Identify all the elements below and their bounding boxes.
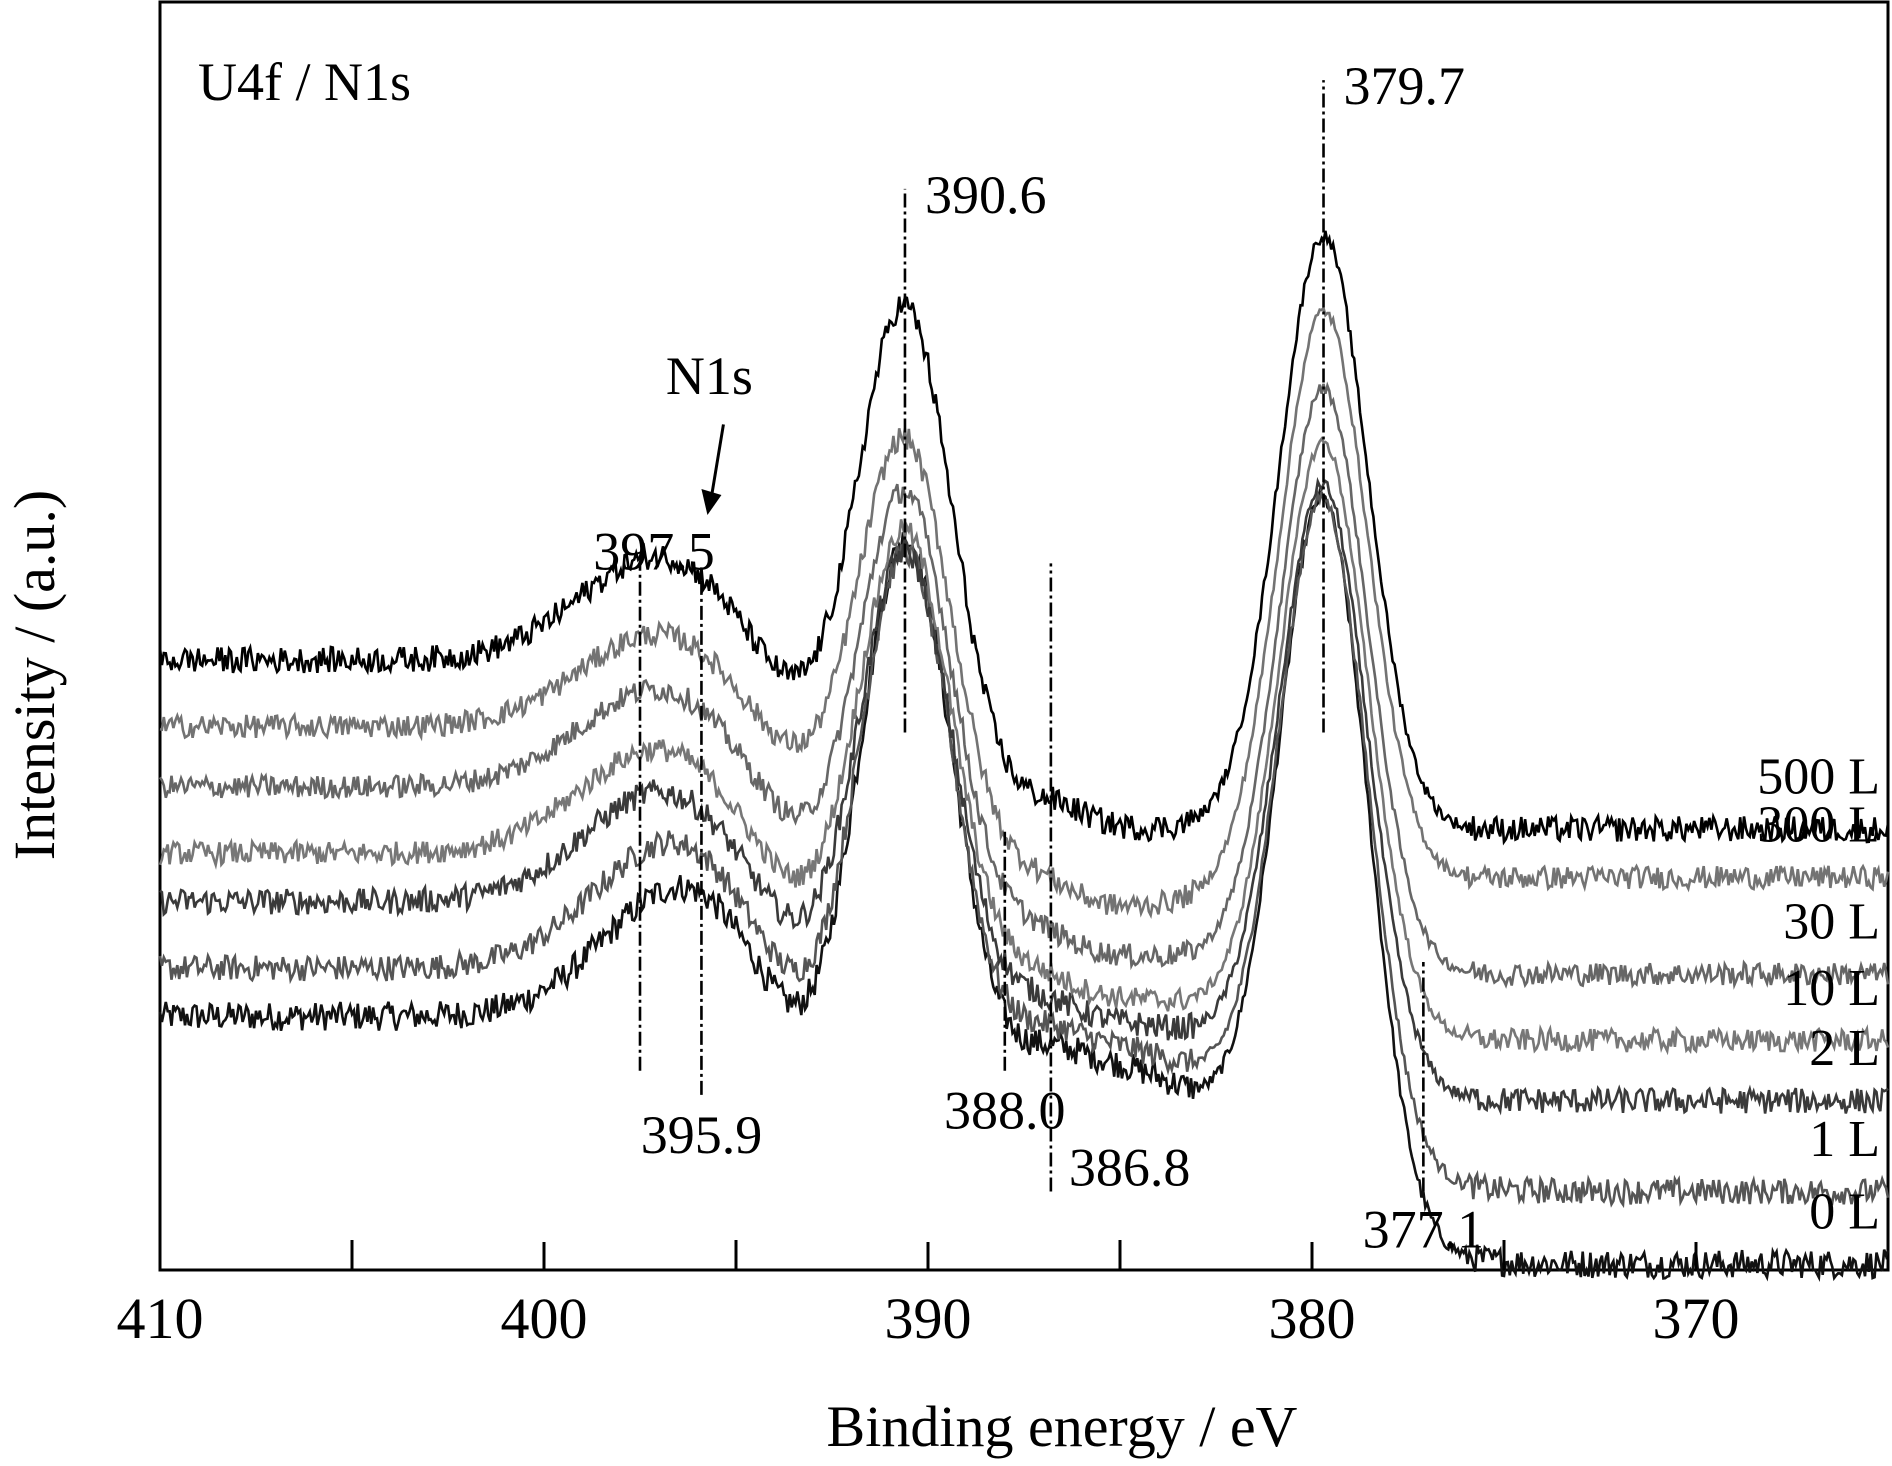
x-tick-label: 380 xyxy=(1269,1286,1356,1351)
curve-label: 10 L xyxy=(1783,960,1880,1017)
spectrum-line xyxy=(158,487,1890,1282)
curve-label: 500 L xyxy=(1757,748,1880,805)
peak-marker-label: 379.7 xyxy=(1344,56,1466,116)
plot-area xyxy=(158,0,1890,1272)
x-tick-label: 400 xyxy=(501,1286,588,1351)
y-axis-label: Intensity / (a.u.) xyxy=(2,490,67,860)
curve-label: 1 L xyxy=(1809,1111,1880,1168)
peak-marker-label: 388.0 xyxy=(944,1081,1066,1141)
curve-label: 300 L xyxy=(1757,797,1880,854)
curve-label: 0 L xyxy=(1809,1183,1880,1240)
n1s-arrow-head xyxy=(701,489,722,516)
spectrum-line xyxy=(158,381,1890,990)
x-ticks-group: 410 400 390 380 370 xyxy=(117,1240,1740,1351)
curve-label: 30 L xyxy=(1783,893,1880,950)
chart-title: U4f / N1s xyxy=(198,52,411,112)
spectrum-line xyxy=(159,476,1889,1116)
spectrum-line xyxy=(158,230,1890,846)
peak-marker-label: 397.5 xyxy=(593,521,715,581)
spectrum-line xyxy=(159,305,1890,919)
peak-marker-label: 395.9 xyxy=(641,1105,763,1165)
n1s-arrow-shaft xyxy=(709,424,725,498)
x-tick-label: 370 xyxy=(1653,1286,1740,1351)
peak-marker-label: 386.8 xyxy=(1069,1138,1191,1198)
peak-marker-label: 377.1 xyxy=(1363,1200,1485,1260)
plot-frame xyxy=(158,0,1890,1272)
spectrum-line xyxy=(158,436,1890,1056)
spectra-group xyxy=(158,230,1890,1282)
x-axis-label: Binding energy / eV xyxy=(827,1394,1298,1459)
x-tick-label: 390 xyxy=(885,1286,972,1351)
spectrum-line xyxy=(158,489,1890,1209)
peak-marker-label: 390.6 xyxy=(925,165,1046,225)
curve-label: 2 L xyxy=(1809,1020,1880,1077)
n1s-annotation: N1s xyxy=(666,346,753,406)
x-tick-label: 410 xyxy=(117,1286,204,1351)
